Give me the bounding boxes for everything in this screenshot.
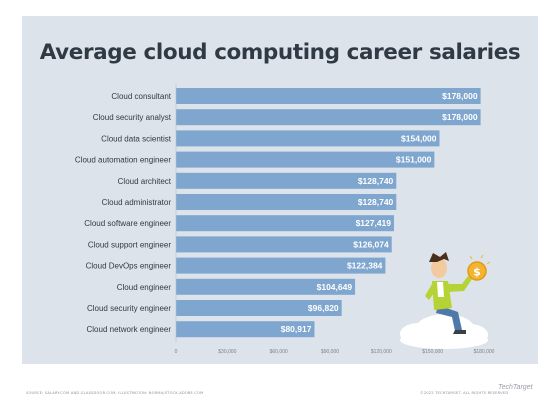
bar-2 [176, 130, 440, 147]
chart-title: Average cloud computing career salaries [39, 40, 521, 65]
techtarget-logo: TechTarget [498, 384, 533, 391]
bar-0 [176, 88, 481, 104]
bar-11 [176, 321, 315, 338]
bar-4 [176, 172, 397, 189]
category-label-2: Cloud data scientist [101, 134, 172, 143]
value-label-6: $127,419 [356, 218, 392, 228]
man-on-cloud-holding-dollar-coin-icon: $ [400, 252, 491, 349]
bar-7 [176, 236, 392, 253]
bar-10 [176, 300, 342, 316]
x-tick-label-0: 0 [175, 349, 178, 355]
category-label-7: Cloud support engineer [88, 240, 172, 249]
value-label-3: $151,000 [396, 155, 432, 165]
value-label-2: $154,000 [401, 133, 437, 143]
x-tick-label-3: $90,000 [321, 349, 339, 355]
bar-5 [176, 194, 397, 210]
bar-3 [176, 151, 435, 168]
value-label-8: $122,384 [347, 261, 383, 271]
x-tick-label-1: $30,000 [218, 349, 236, 355]
value-label-10: $96,820 [308, 303, 339, 313]
x-tick-label-5: $150,000 [422, 349, 443, 355]
category-label-10: Cloud security engineer [87, 304, 171, 313]
value-label-4: $128,740 [358, 176, 394, 186]
x-tick-label-6: $180,000 [474, 349, 495, 355]
category-label-9: Cloud engineer [117, 283, 172, 292]
category-label-4: Cloud architect [118, 177, 172, 186]
x-tick-label-4: $120,000 [371, 349, 392, 355]
value-label-11: $80,917 [281, 324, 312, 334]
bar-9 [176, 278, 356, 295]
value-label-0: $178,000 [442, 91, 478, 101]
value-label-5: $128,740 [358, 197, 394, 207]
source-note: SOURCE: SALARY.COM AND GLASSDOOR.COM; IL… [26, 391, 204, 395]
bar-8 [176, 257, 386, 274]
category-label-3: Cloud automation engineer [75, 156, 171, 165]
category-label-1: Cloud security analyst [93, 113, 172, 122]
bar-6 [176, 215, 395, 232]
category-label-11: Cloud network engineer [87, 325, 172, 334]
copyright-note: ©2022 TECHTARGET. ALL RIGHTS RESERVED [420, 391, 509, 395]
value-label-7: $126,074 [353, 239, 389, 249]
coin-dollar-symbol: $ [473, 266, 481, 279]
x-tick-label-2: $60,000 [270, 349, 288, 355]
category-label-8: Cloud DevOps engineer [86, 262, 172, 271]
category-label-5: Cloud administrator [102, 198, 172, 207]
value-label-9: $104,649 [317, 282, 353, 292]
category-label-6: Cloud software engineer [84, 219, 171, 228]
bar-1 [176, 109, 481, 126]
category-label-0: Cloud consultant [111, 92, 171, 101]
value-label-1: $178,000 [442, 112, 478, 122]
